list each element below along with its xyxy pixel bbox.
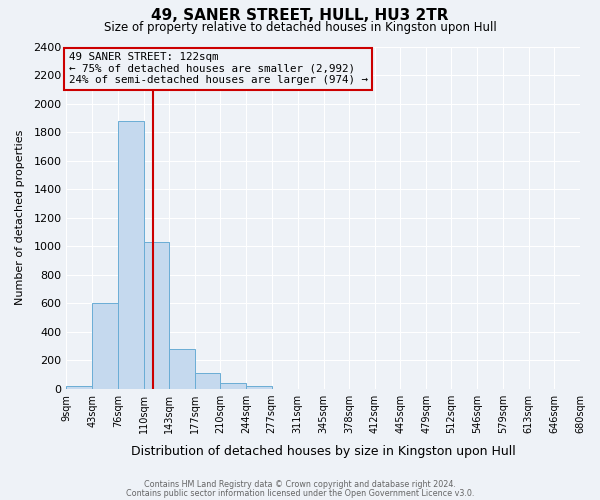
- Text: Contains HM Land Registry data © Crown copyright and database right 2024.: Contains HM Land Registry data © Crown c…: [144, 480, 456, 489]
- Bar: [195, 374, 220, 389]
- Text: 49 SANER STREET: 122sqm
← 75% of detached houses are smaller (2,992)
24% of semi: 49 SANER STREET: 122sqm ← 75% of detache…: [69, 52, 368, 86]
- Bar: [247, 386, 272, 389]
- Text: Contains public sector information licensed under the Open Government Licence v3: Contains public sector information licen…: [126, 488, 474, 498]
- Bar: [67, 386, 92, 389]
- Y-axis label: Number of detached properties: Number of detached properties: [15, 130, 25, 306]
- Text: Size of property relative to detached houses in Kingston upon Hull: Size of property relative to detached ho…: [104, 21, 496, 34]
- Text: 49, SANER STREET, HULL, HU3 2TR: 49, SANER STREET, HULL, HU3 2TR: [151, 8, 449, 22]
- Bar: [118, 120, 144, 389]
- Bar: [144, 242, 169, 389]
- Bar: [169, 349, 195, 389]
- X-axis label: Distribution of detached houses by size in Kingston upon Hull: Distribution of detached houses by size …: [131, 444, 515, 458]
- Bar: [92, 304, 118, 389]
- Bar: [220, 382, 247, 389]
